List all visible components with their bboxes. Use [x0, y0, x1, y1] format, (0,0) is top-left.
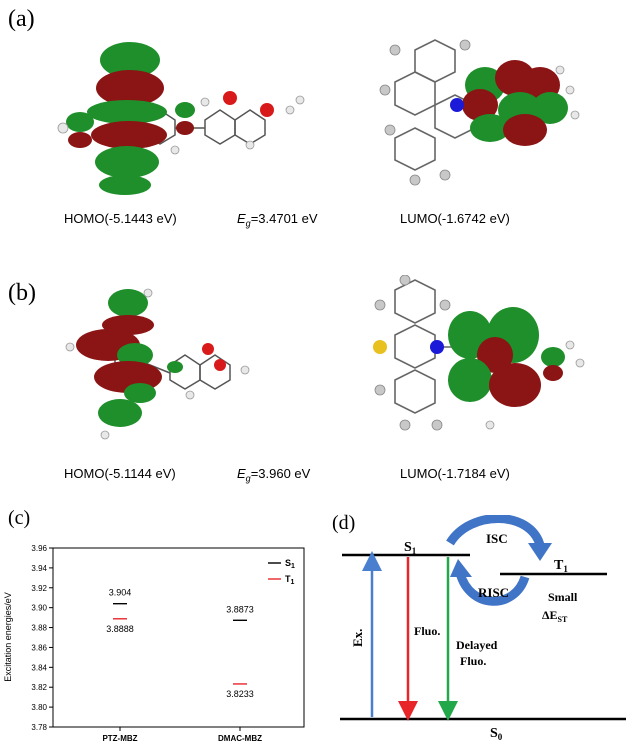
t1-label: T1 [554, 558, 568, 574]
panel-a-homo-caption: HOMO(-5.1443 eV) [64, 211, 177, 226]
legend-label-s1: S1 [285, 558, 295, 570]
legend-label-t1: T1 [285, 574, 295, 586]
y-axis-label: Excitation energies/eV [3, 592, 13, 682]
y-tick-label: 3.86 [31, 643, 47, 652]
isc-label: ISC [486, 531, 508, 546]
panel-a-lumo-orbital [379, 39, 580, 186]
excitation-energy-chart: Excitation energies/eV 3.78 3.80 3.82 3.84 3… [3, 544, 305, 741]
y-tick-label: 3.92 [31, 584, 47, 593]
energy-value-label: 3.8873 [226, 604, 254, 614]
energy-value-label: 3.8233 [226, 689, 254, 699]
eg-value: =3.4701 eV [250, 211, 318, 226]
y-tick-label: 3.88 [31, 624, 47, 633]
panel-b-homo-orbital [65, 288, 250, 440]
panel-b-lumo-caption: LUMO(-1.7184 eV) [400, 466, 510, 481]
isc-arrowhead-icon [528, 543, 552, 561]
panel-b-lumo-orbital [373, 275, 585, 431]
panel-b-label: (b) [8, 280, 36, 306]
x-category-label: DMAC-MBZ [218, 734, 262, 741]
panel-b-homo-caption: HOMO(-5.1144 eV) [64, 466, 176, 481]
y-tick-label: 3.94 [31, 564, 47, 573]
delayed-fluorescence-label-2: Fluo. [460, 654, 486, 668]
eg-subscript: g [245, 218, 251, 229]
excitation-label: Ex. [350, 629, 365, 647]
s0-label: S0 [490, 726, 503, 741]
eg-value: =3.960 eV [250, 466, 311, 481]
panel-a-lumo-caption: LUMO(-1.6742 eV) [400, 211, 510, 226]
fluorescence-label: Fluo. [414, 624, 440, 638]
energy-value-label: 3.904 [109, 588, 132, 598]
y-tick-label: 3.96 [31, 544, 47, 553]
delta-est-label: ΔEST [542, 608, 568, 624]
small-gap-label: Small [548, 590, 578, 604]
risc-arrow [455, 571, 530, 606]
y-tick-label: 3.78 [31, 723, 47, 732]
panel-a-homo-orbital [57, 42, 305, 195]
x-category-label: PTZ-MBZ [102, 734, 137, 741]
eg-subscript: g [245, 473, 251, 484]
isc-arrow [446, 515, 545, 547]
eg-symbol: E [237, 211, 246, 226]
panel-a-label: (a) [8, 6, 35, 32]
risc-arrowhead-icon [450, 559, 472, 577]
plot-frame [52, 547, 305, 728]
panel-a-eg-caption: Eg=3.4701 eV [237, 211, 318, 229]
panel-b-eg-caption: Eg=3.960 eV [237, 466, 310, 484]
y-tick-label: 3.80 [31, 703, 47, 712]
risc-label: RISC [478, 585, 509, 600]
panel-d-label: (d) [332, 512, 356, 534]
delayed-fluorescence-label-1: Delayed [456, 638, 498, 652]
tadf-mechanism-diagram: S1 T1 S0 ISC RISC Ex. Fluo. Delayed Fluo… [340, 515, 626, 741]
y-tick-label: 3.82 [31, 683, 47, 692]
panel-c-label: (c) [8, 507, 31, 529]
eg-symbol: E [237, 466, 246, 481]
y-tick-label: 3.90 [31, 604, 47, 613]
s1-label: S1 [404, 540, 417, 556]
y-tick-label: 3.84 [31, 663, 47, 672]
energy-value-label: 3.8888 [106, 624, 134, 634]
